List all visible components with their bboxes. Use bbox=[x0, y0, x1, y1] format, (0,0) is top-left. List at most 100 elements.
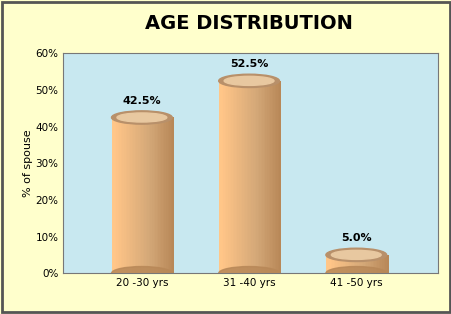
Bar bbox=[251, 81, 253, 273]
Bar bbox=[368, 255, 371, 273]
Text: 5.0%: 5.0% bbox=[340, 234, 371, 243]
Bar bbox=[276, 81, 277, 273]
Bar bbox=[161, 117, 163, 273]
Bar bbox=[336, 255, 338, 273]
Bar bbox=[257, 81, 259, 273]
Bar bbox=[235, 81, 237, 273]
Bar bbox=[378, 255, 380, 273]
Bar bbox=[111, 117, 113, 273]
Bar bbox=[364, 255, 366, 273]
Bar bbox=[328, 255, 330, 273]
Bar bbox=[234, 81, 235, 273]
Bar bbox=[160, 117, 161, 273]
Bar bbox=[258, 81, 261, 273]
Bar bbox=[372, 255, 374, 273]
Bar bbox=[344, 255, 345, 273]
Bar bbox=[113, 117, 115, 273]
Text: 42.5%: 42.5% bbox=[122, 96, 161, 106]
Bar bbox=[138, 117, 139, 273]
Bar bbox=[363, 255, 364, 273]
Bar bbox=[327, 255, 329, 273]
Bar bbox=[156, 117, 158, 273]
Bar bbox=[338, 255, 340, 273]
Bar bbox=[366, 255, 368, 273]
Bar bbox=[345, 255, 347, 273]
Bar bbox=[265, 81, 267, 273]
Bar bbox=[325, 255, 327, 273]
Bar bbox=[279, 81, 281, 273]
Bar bbox=[229, 81, 231, 273]
Bar bbox=[249, 81, 251, 273]
Bar bbox=[272, 81, 275, 273]
Bar bbox=[115, 117, 116, 273]
Bar bbox=[120, 117, 123, 273]
Ellipse shape bbox=[218, 74, 279, 88]
Bar bbox=[367, 255, 369, 273]
Bar bbox=[244, 81, 247, 273]
Bar bbox=[155, 117, 156, 273]
Ellipse shape bbox=[331, 250, 380, 259]
Ellipse shape bbox=[111, 111, 172, 124]
Bar bbox=[130, 117, 132, 273]
Bar bbox=[353, 255, 355, 273]
Bar bbox=[333, 255, 335, 273]
Bar bbox=[158, 117, 160, 273]
Bar bbox=[358, 255, 360, 273]
Bar bbox=[254, 81, 256, 273]
Bar bbox=[122, 117, 124, 273]
Bar bbox=[330, 255, 331, 273]
Bar bbox=[127, 117, 129, 273]
Bar bbox=[263, 81, 265, 273]
Bar bbox=[377, 255, 378, 273]
Bar bbox=[347, 255, 349, 273]
Bar bbox=[361, 255, 363, 273]
Bar bbox=[270, 81, 272, 273]
Bar bbox=[380, 255, 382, 273]
Bar bbox=[350, 255, 352, 273]
Bar bbox=[153, 117, 155, 273]
Bar bbox=[119, 117, 121, 273]
Text: AGE DISTRIBUTION: AGE DISTRIBUTION bbox=[144, 14, 352, 33]
Bar bbox=[375, 255, 377, 273]
Ellipse shape bbox=[325, 267, 386, 280]
Bar bbox=[129, 117, 130, 273]
Bar bbox=[146, 117, 147, 273]
Ellipse shape bbox=[117, 113, 166, 122]
Ellipse shape bbox=[218, 267, 279, 280]
Bar bbox=[341, 255, 343, 273]
Bar bbox=[172, 117, 174, 273]
Bar bbox=[232, 81, 234, 273]
Bar bbox=[147, 117, 149, 273]
Bar bbox=[359, 255, 361, 273]
Bar bbox=[352, 255, 354, 273]
Bar bbox=[331, 255, 333, 273]
Bar bbox=[384, 255, 386, 273]
Bar bbox=[220, 81, 221, 273]
Bar bbox=[152, 117, 153, 273]
Bar bbox=[150, 117, 152, 273]
Bar bbox=[268, 81, 270, 273]
Bar bbox=[230, 81, 233, 273]
Bar bbox=[243, 81, 245, 273]
Bar bbox=[335, 255, 336, 273]
Bar bbox=[148, 117, 151, 273]
Bar bbox=[277, 81, 279, 273]
Bar bbox=[134, 117, 137, 273]
Bar bbox=[342, 255, 344, 273]
Bar bbox=[132, 117, 133, 273]
Bar bbox=[136, 117, 138, 273]
Bar bbox=[260, 81, 262, 273]
Bar bbox=[167, 117, 169, 273]
Bar bbox=[271, 81, 273, 273]
Bar bbox=[246, 81, 248, 273]
Y-axis label: % of spouse: % of spouse bbox=[23, 129, 32, 197]
Bar bbox=[139, 117, 141, 273]
Ellipse shape bbox=[224, 76, 273, 85]
Bar bbox=[356, 255, 358, 273]
Bar bbox=[237, 81, 239, 273]
Bar bbox=[144, 117, 146, 273]
Bar bbox=[166, 117, 167, 273]
Bar bbox=[116, 117, 118, 273]
Bar bbox=[354, 255, 357, 273]
Bar bbox=[223, 81, 225, 273]
